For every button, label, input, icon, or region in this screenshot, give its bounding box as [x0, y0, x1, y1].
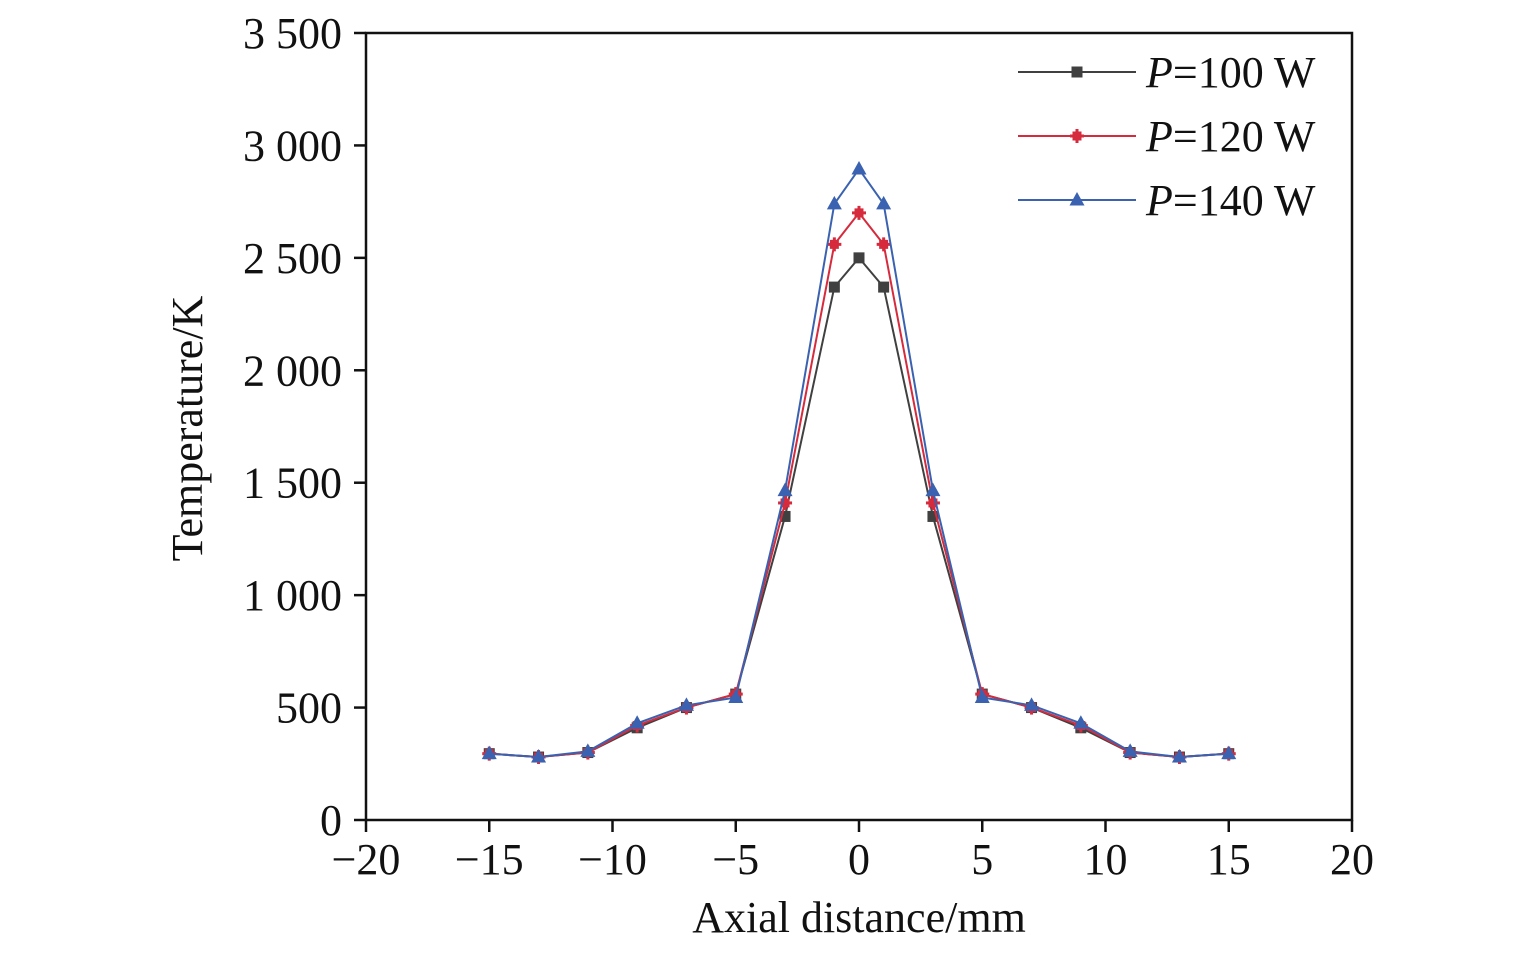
data-point [629, 715, 645, 729]
x-tick-label: −5 [712, 835, 759, 884]
x-tick-label: 10 [1084, 835, 1128, 884]
data-point [1073, 715, 1089, 729]
x-tick-label: 0 [848, 835, 870, 884]
series-line [489, 256, 1229, 759]
legend-marker [1071, 66, 1083, 78]
y-axis-title: Temperature/K [163, 295, 212, 561]
data-point [853, 252, 865, 264]
series-1 [483, 252, 1235, 763]
data-point [851, 161, 867, 175]
legend-label-variable: P [1145, 48, 1173, 97]
x-tick-label: −20 [332, 835, 401, 884]
data-point [826, 195, 842, 210]
legend-label-variable: P [1145, 112, 1173, 161]
legend-item: P=100 W [1018, 48, 1316, 97]
data-point [876, 195, 892, 210]
data-point [678, 697, 694, 711]
y-tick-label: 1 000 [243, 571, 342, 620]
data-point [925, 495, 940, 510]
legend-marker [1070, 129, 1084, 143]
y-tick-label: 2 000 [243, 346, 342, 395]
legend-label-value: =100 W [1173, 48, 1316, 97]
x-axis: −20 −15 −10 −5 0 5 10 15 20 [332, 820, 1374, 884]
legend-label-variable: P [1145, 176, 1173, 225]
data-point [580, 743, 596, 757]
series-3 [481, 161, 1237, 763]
y-tick-label: 1 500 [243, 459, 342, 508]
data-point [876, 237, 891, 252]
x-tick-label: −15 [455, 835, 524, 884]
data-point [1122, 743, 1138, 757]
data-point [777, 482, 793, 497]
legend-label: P=100 W [1145, 48, 1316, 97]
legend-label-value: =140 W [1173, 176, 1316, 225]
legend-label: P=140 W [1145, 176, 1316, 225]
data-point [878, 281, 890, 293]
data-point [1024, 697, 1040, 711]
x-tick-label: −10 [578, 835, 647, 884]
x-tick-label: 20 [1330, 835, 1374, 884]
series-2 [482, 205, 1236, 765]
legend-label-value: =120 W [1173, 112, 1316, 161]
y-tick-label: 500 [276, 684, 342, 733]
data-point [827, 237, 842, 252]
legend-item: P=140 W [1018, 176, 1316, 225]
series-layer [481, 161, 1237, 765]
series-line [489, 211, 1229, 759]
data-point [927, 510, 939, 522]
data-point [925, 482, 941, 497]
y-tick-label: 0 [320, 796, 342, 845]
data-point [1171, 749, 1187, 763]
data-point [778, 495, 793, 510]
data-point [779, 510, 791, 522]
x-tick-label: 15 [1207, 835, 1251, 884]
legend: P=100 WP=120 WP=140 W [1018, 48, 1316, 225]
y-tick-label: 3 000 [243, 121, 342, 170]
legend-label: P=120 W [1145, 112, 1316, 161]
x-axis-title: Axial distance/mm [692, 893, 1026, 942]
data-point [852, 205, 866, 220]
data-point [481, 745, 497, 760]
data-point [531, 749, 547, 763]
y-axis: 0 500 1 000 1 500 2 000 2 500 3 000 3 500 [243, 9, 366, 845]
x-tick-label: 5 [971, 835, 993, 884]
data-point [728, 689, 744, 703]
legend-item: P=120 W [1018, 112, 1316, 161]
data-point [828, 281, 840, 293]
y-tick-label: 3 500 [243, 9, 342, 58]
data-point [974, 689, 990, 703]
legend-marker [1069, 192, 1085, 206]
data-point [1221, 745, 1237, 760]
y-tick-label: 2 500 [243, 234, 342, 283]
